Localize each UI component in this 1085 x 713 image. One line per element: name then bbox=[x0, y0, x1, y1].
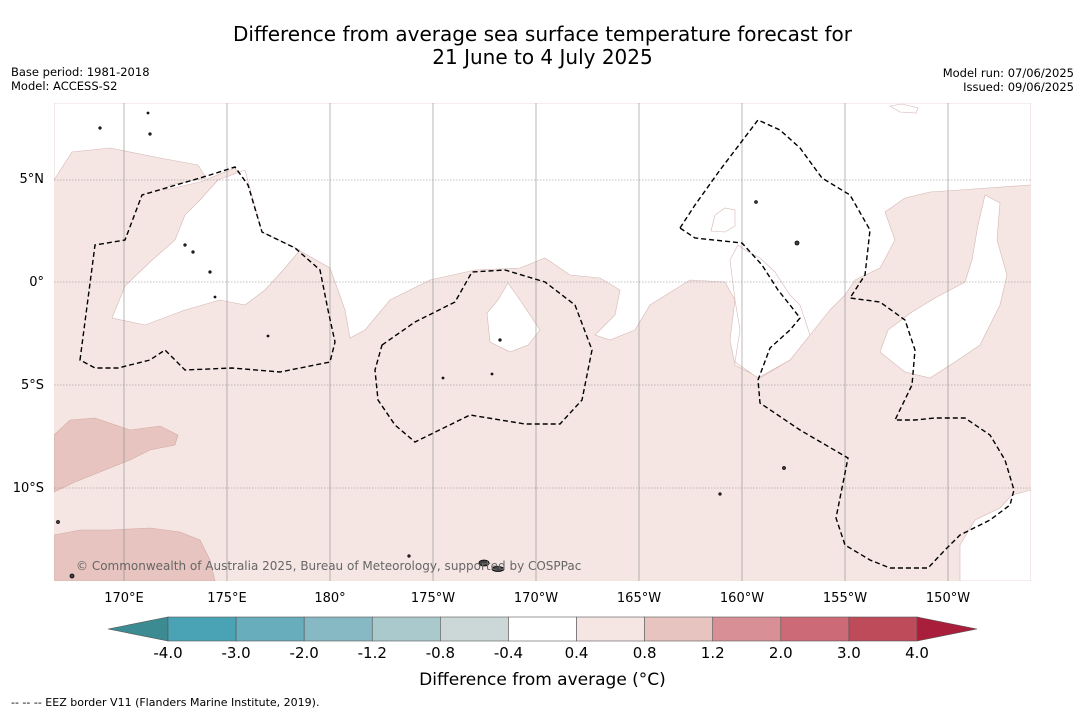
colorbar-bin bbox=[576, 616, 645, 642]
colorbar-tick-label: -3.0 bbox=[221, 644, 250, 662]
eez-legend-note: -- -- -- EEZ border V11 (Flanders Marine… bbox=[11, 696, 320, 709]
lon-label-170w: 170°W bbox=[514, 591, 558, 606]
lon-label-165w: 165°W bbox=[617, 591, 661, 606]
lat-label-0: 0° bbox=[29, 275, 44, 290]
colorbar-bin bbox=[371, 616, 441, 642]
metadata-left: Base period: 1981-2018 Model: ACCESS-S2 bbox=[11, 65, 150, 93]
colorbar-tick-label: 1.2 bbox=[701, 644, 725, 662]
colorbar-bin bbox=[508, 616, 577, 642]
colorbar-bin bbox=[235, 616, 305, 642]
colorbar: -4.0 -3.0 -2.0 -1.2 -0.8 -0.4 0.4 0.8 1.2 2.0 3.0 4… bbox=[107, 616, 978, 662]
colorbar-bin bbox=[644, 616, 714, 642]
lon-label-175e: 175°E bbox=[207, 591, 247, 606]
lat-label-10s: 10°S bbox=[13, 481, 44, 496]
eez-borders bbox=[79, 119, 1015, 569]
colorbar-tick-label: -4.0 bbox=[153, 644, 182, 662]
lon-label-175w: 175°W bbox=[411, 591, 455, 606]
copyright-watermark: © Commonwealth of Australia 2025, Bureau… bbox=[76, 559, 582, 573]
model-text: Model: ACCESS-S2 bbox=[11, 79, 118, 93]
colorbar-under-arrow bbox=[107, 616, 169, 642]
colorbar-bin bbox=[848, 616, 918, 642]
colorbar-bin bbox=[303, 616, 373, 642]
issued-text: Issued: 09/06/2025 bbox=[963, 80, 1074, 94]
colorbar-tick-label: 0.8 bbox=[633, 644, 657, 662]
lat-label-5n: 5°N bbox=[20, 172, 45, 187]
colorbar-bin bbox=[440, 616, 509, 642]
lon-label-160w: 160°W bbox=[720, 591, 764, 606]
colorbar-bin bbox=[712, 616, 782, 642]
colorbar-tick-label: 0.4 bbox=[565, 644, 589, 662]
islands bbox=[56, 111, 800, 579]
colorbar-tick-label: 3.0 bbox=[837, 644, 861, 662]
lon-label-170e: 170°E bbox=[104, 591, 144, 606]
lon-label-155w: 155°W bbox=[823, 591, 867, 606]
map-area bbox=[54, 103, 1031, 581]
colorbar-tick-label: -1.2 bbox=[358, 644, 387, 662]
metadata-right: Model run: 07/06/2025 Issued: 09/06/2025 bbox=[943, 66, 1074, 94]
base-period-text: Base period: 1981-2018 bbox=[11, 65, 150, 79]
colorbar-tick-label: 4.0 bbox=[905, 644, 929, 662]
map-title-line-1: Difference from average sea surface temp… bbox=[232, 22, 852, 46]
neutral-anomaly-regions bbox=[54, 103, 1031, 581]
colorbar-tick-label: -2.0 bbox=[290, 644, 319, 662]
colorbar-title: Difference from average (°C) bbox=[419, 670, 666, 690]
colorbar-tick-label: -0.8 bbox=[426, 644, 455, 662]
colorbar-bin bbox=[167, 616, 237, 642]
colorbar-tick-label: 2.0 bbox=[769, 644, 793, 662]
map-title-line-2: 21 June to 4 July 2025 bbox=[432, 45, 653, 69]
colorbar-tick-label: -0.4 bbox=[494, 644, 523, 662]
graticule bbox=[54, 103, 1031, 581]
lon-label-180: 180° bbox=[314, 591, 345, 606]
moderate-anomaly-regions bbox=[54, 417, 216, 581]
model-run-text: Model run: 07/06/2025 bbox=[942, 66, 1074, 80]
colorbar-bin bbox=[780, 616, 850, 642]
lon-label-150w: 150°W bbox=[926, 591, 970, 606]
colorbar-over-arrow bbox=[916, 616, 978, 642]
lat-label-5s: 5°S bbox=[21, 378, 44, 393]
